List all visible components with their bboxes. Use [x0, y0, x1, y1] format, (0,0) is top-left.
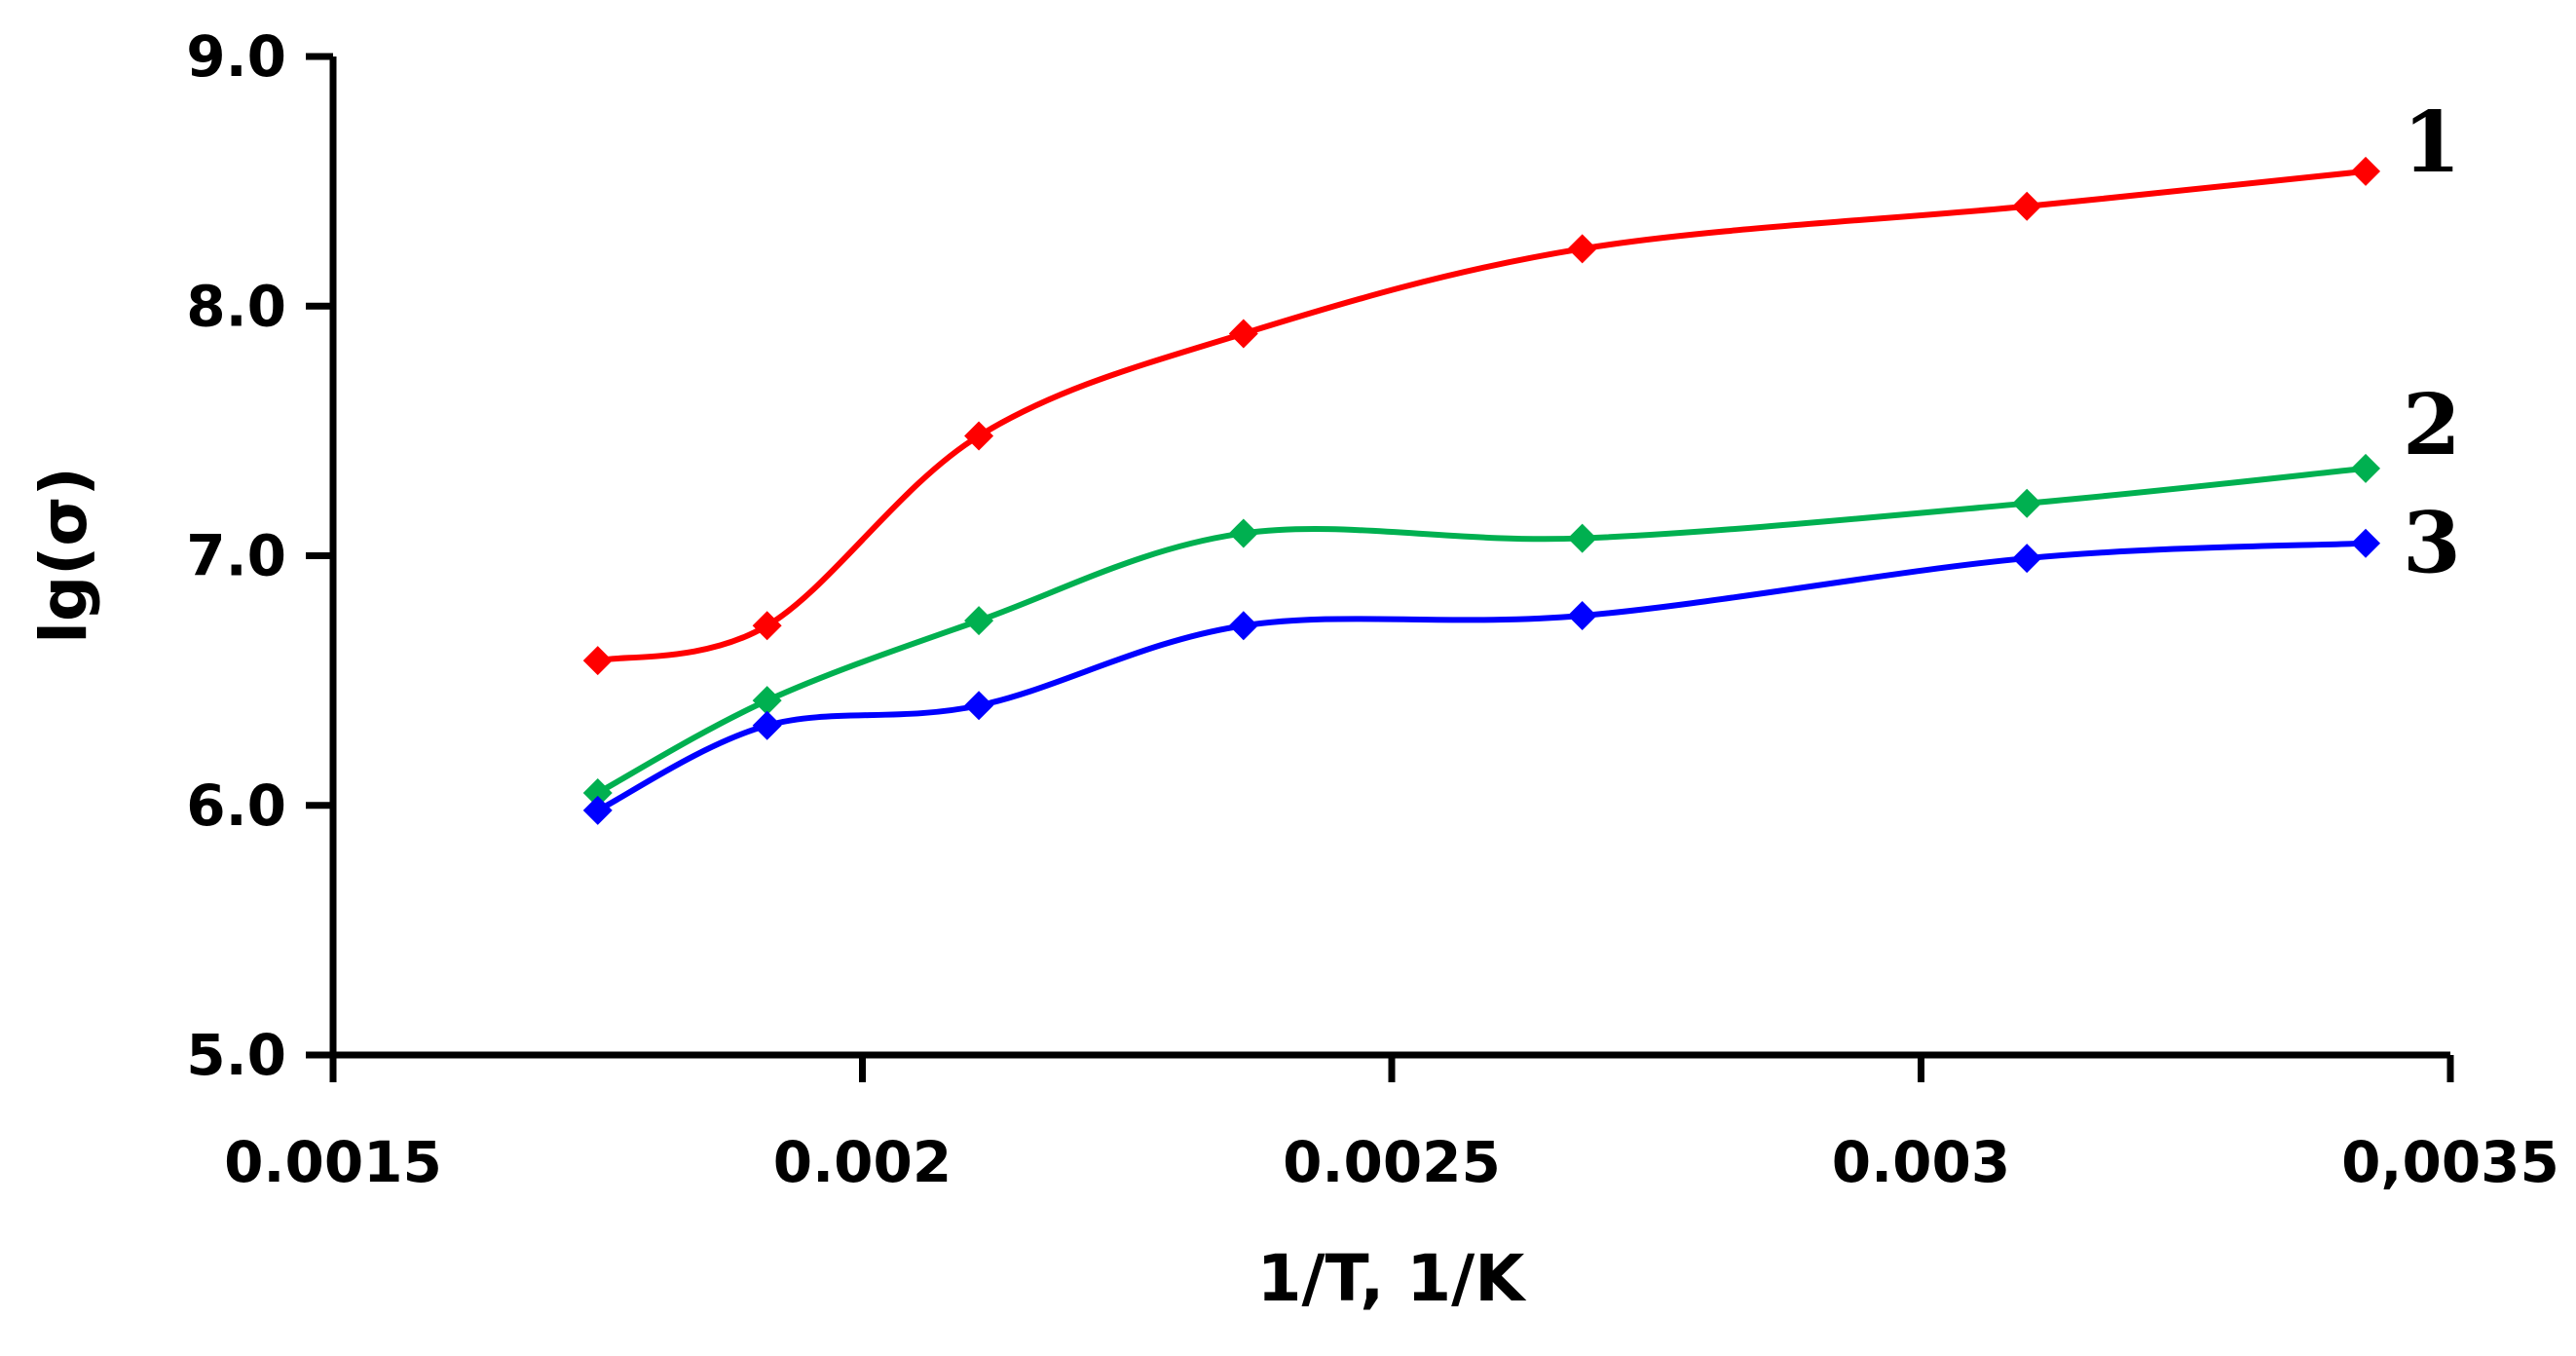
series-1-point [2012, 191, 2042, 221]
series-2-point [1567, 523, 1597, 553]
series-3-point [2012, 544, 2042, 574]
series-1-point [2351, 156, 2381, 186]
series-3-point [1567, 601, 1597, 630]
series-2-point [2012, 488, 2042, 518]
labels-layer: 1/T, 1/K lg(σ) 1 2 3 [26, 94, 2461, 1316]
series-2-point [2351, 453, 2381, 483]
y-tick-label: 7.0 [186, 523, 286, 589]
series-1-point [752, 611, 782, 641]
series-1-point [1567, 234, 1597, 264]
x-axis-title: 1/T, 1/K [1257, 1241, 1528, 1316]
series-2-point [752, 686, 782, 716]
series-3-point [964, 691, 994, 721]
y-axis-title: lg(σ) [26, 467, 101, 644]
ticks-layer: 5.0 6.0 7.0 8.0 9.0 0.0015 0.002 0.0025 0.003 0,0… [186, 23, 2559, 1195]
x-tick-label: 0.003 [1832, 1129, 2010, 1195]
x-tick-label: 0.0025 [1283, 1129, 1501, 1195]
series-3-label: 3 [2403, 495, 2461, 593]
series-3-point [1228, 611, 1258, 641]
series-1-point [582, 646, 613, 676]
y-tick-label: 8.0 [186, 273, 286, 339]
y-tick-label: 6.0 [186, 772, 286, 839]
series-1-point [964, 421, 994, 451]
axes-layer [329, 56, 2450, 1059]
series-3-line [594, 540, 2370, 813]
x-tick-label: 0,0035 [2341, 1129, 2559, 1195]
series-1-label: 1 [2403, 94, 2461, 192]
series-2-point [964, 606, 994, 636]
series-3-point [2351, 528, 2381, 558]
x-tick-label: 0.002 [773, 1129, 952, 1195]
series-layer [582, 156, 2381, 825]
series-2-point [582, 777, 613, 808]
series-1-line [594, 168, 2370, 664]
y-tick-label: 5.0 [186, 1022, 286, 1088]
series-3-point [752, 710, 782, 740]
series-1-point [1228, 319, 1258, 349]
series-2-point [1228, 518, 1258, 548]
series-3-point [582, 795, 613, 825]
series-2-line [594, 465, 2370, 796]
series-2-label: 2 [2403, 376, 2461, 474]
x-tick-label: 0.0015 [224, 1129, 442, 1195]
y-tick-label: 9.0 [186, 23, 286, 90]
